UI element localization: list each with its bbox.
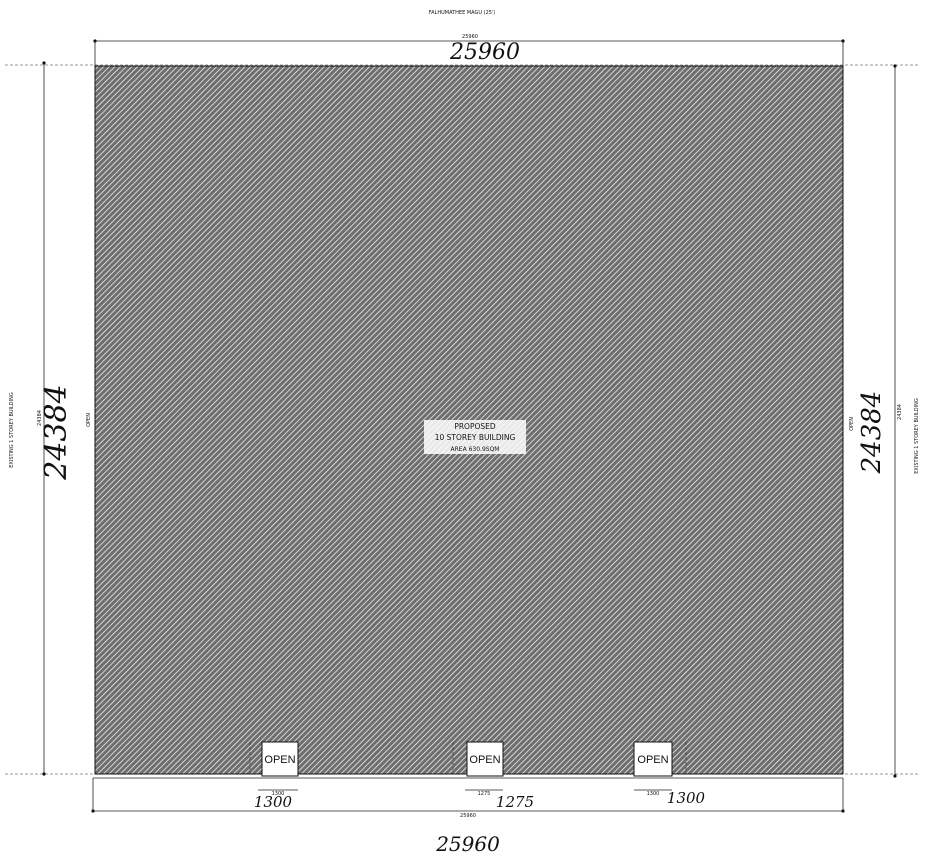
building-label: PROPOSED 10 STOREY BUILDING AREA 630.9SQ… — [424, 420, 526, 454]
left-open-label: OPEN — [86, 413, 92, 427]
opening-1: OPEN 1300 1300 — [249, 741, 299, 811]
top-dimension: 25960 25960 — [93, 34, 845, 66]
right-neighbor-label: EXISTING 1 STOREY BUILDING — [914, 398, 920, 474]
left-neighbor-label: EXISTING 1 STOREY BUILDING — [9, 392, 15, 468]
right-dimension-handwritten: 24384 — [857, 391, 887, 475]
opening-1-handwritten-width: 1300 — [254, 793, 293, 811]
building-label-line2: 10 STOREY BUILDING — [435, 433, 516, 442]
opening-3: OPEN 1300 1300 — [633, 741, 706, 807]
opening-2-handwritten-width: 1275 — [496, 793, 534, 811]
opening-1-label: OPEN — [264, 754, 295, 766]
right-dimension: 24384 24384 — [857, 64, 903, 778]
opening-3-printed-width: 1300 — [647, 791, 660, 797]
opening-3-handwritten-width: 1300 — [667, 789, 706, 807]
opening-1-printed-width: 1300 — [272, 791, 285, 797]
right-open-label: OPEN — [849, 417, 855, 431]
top-dimension-handwritten: 25960 — [449, 40, 520, 65]
opening-3-label: OPEN — [637, 754, 668, 766]
left-dimension-handwritten: 24384 — [39, 384, 74, 480]
bottom-dimension-printed: 25960 — [460, 813, 476, 819]
right-dimension-printed: 24384 — [897, 404, 903, 420]
top-dimension-printed: 25960 — [462, 34, 478, 40]
bottom-dimension-handwritten: 25960 — [435, 832, 500, 856]
building-label-line1: PROPOSED — [454, 422, 496, 431]
opening-2: OPEN 1275 1275 — [452, 741, 534, 811]
opening-2-label: OPEN — [469, 754, 500, 766]
opening-2-printed-width: 1275 — [478, 791, 491, 797]
building-label-line3: AREA 630.9SQM — [451, 446, 500, 453]
bottom-dimension: 25960 25960 — [91, 778, 845, 856]
left-dimension-printed: 24384 — [37, 410, 43, 426]
road-label: FALHUMATHEE MAGU (25') — [429, 10, 496, 16]
left-dimension: 24384 24384 — [37, 61, 74, 776]
